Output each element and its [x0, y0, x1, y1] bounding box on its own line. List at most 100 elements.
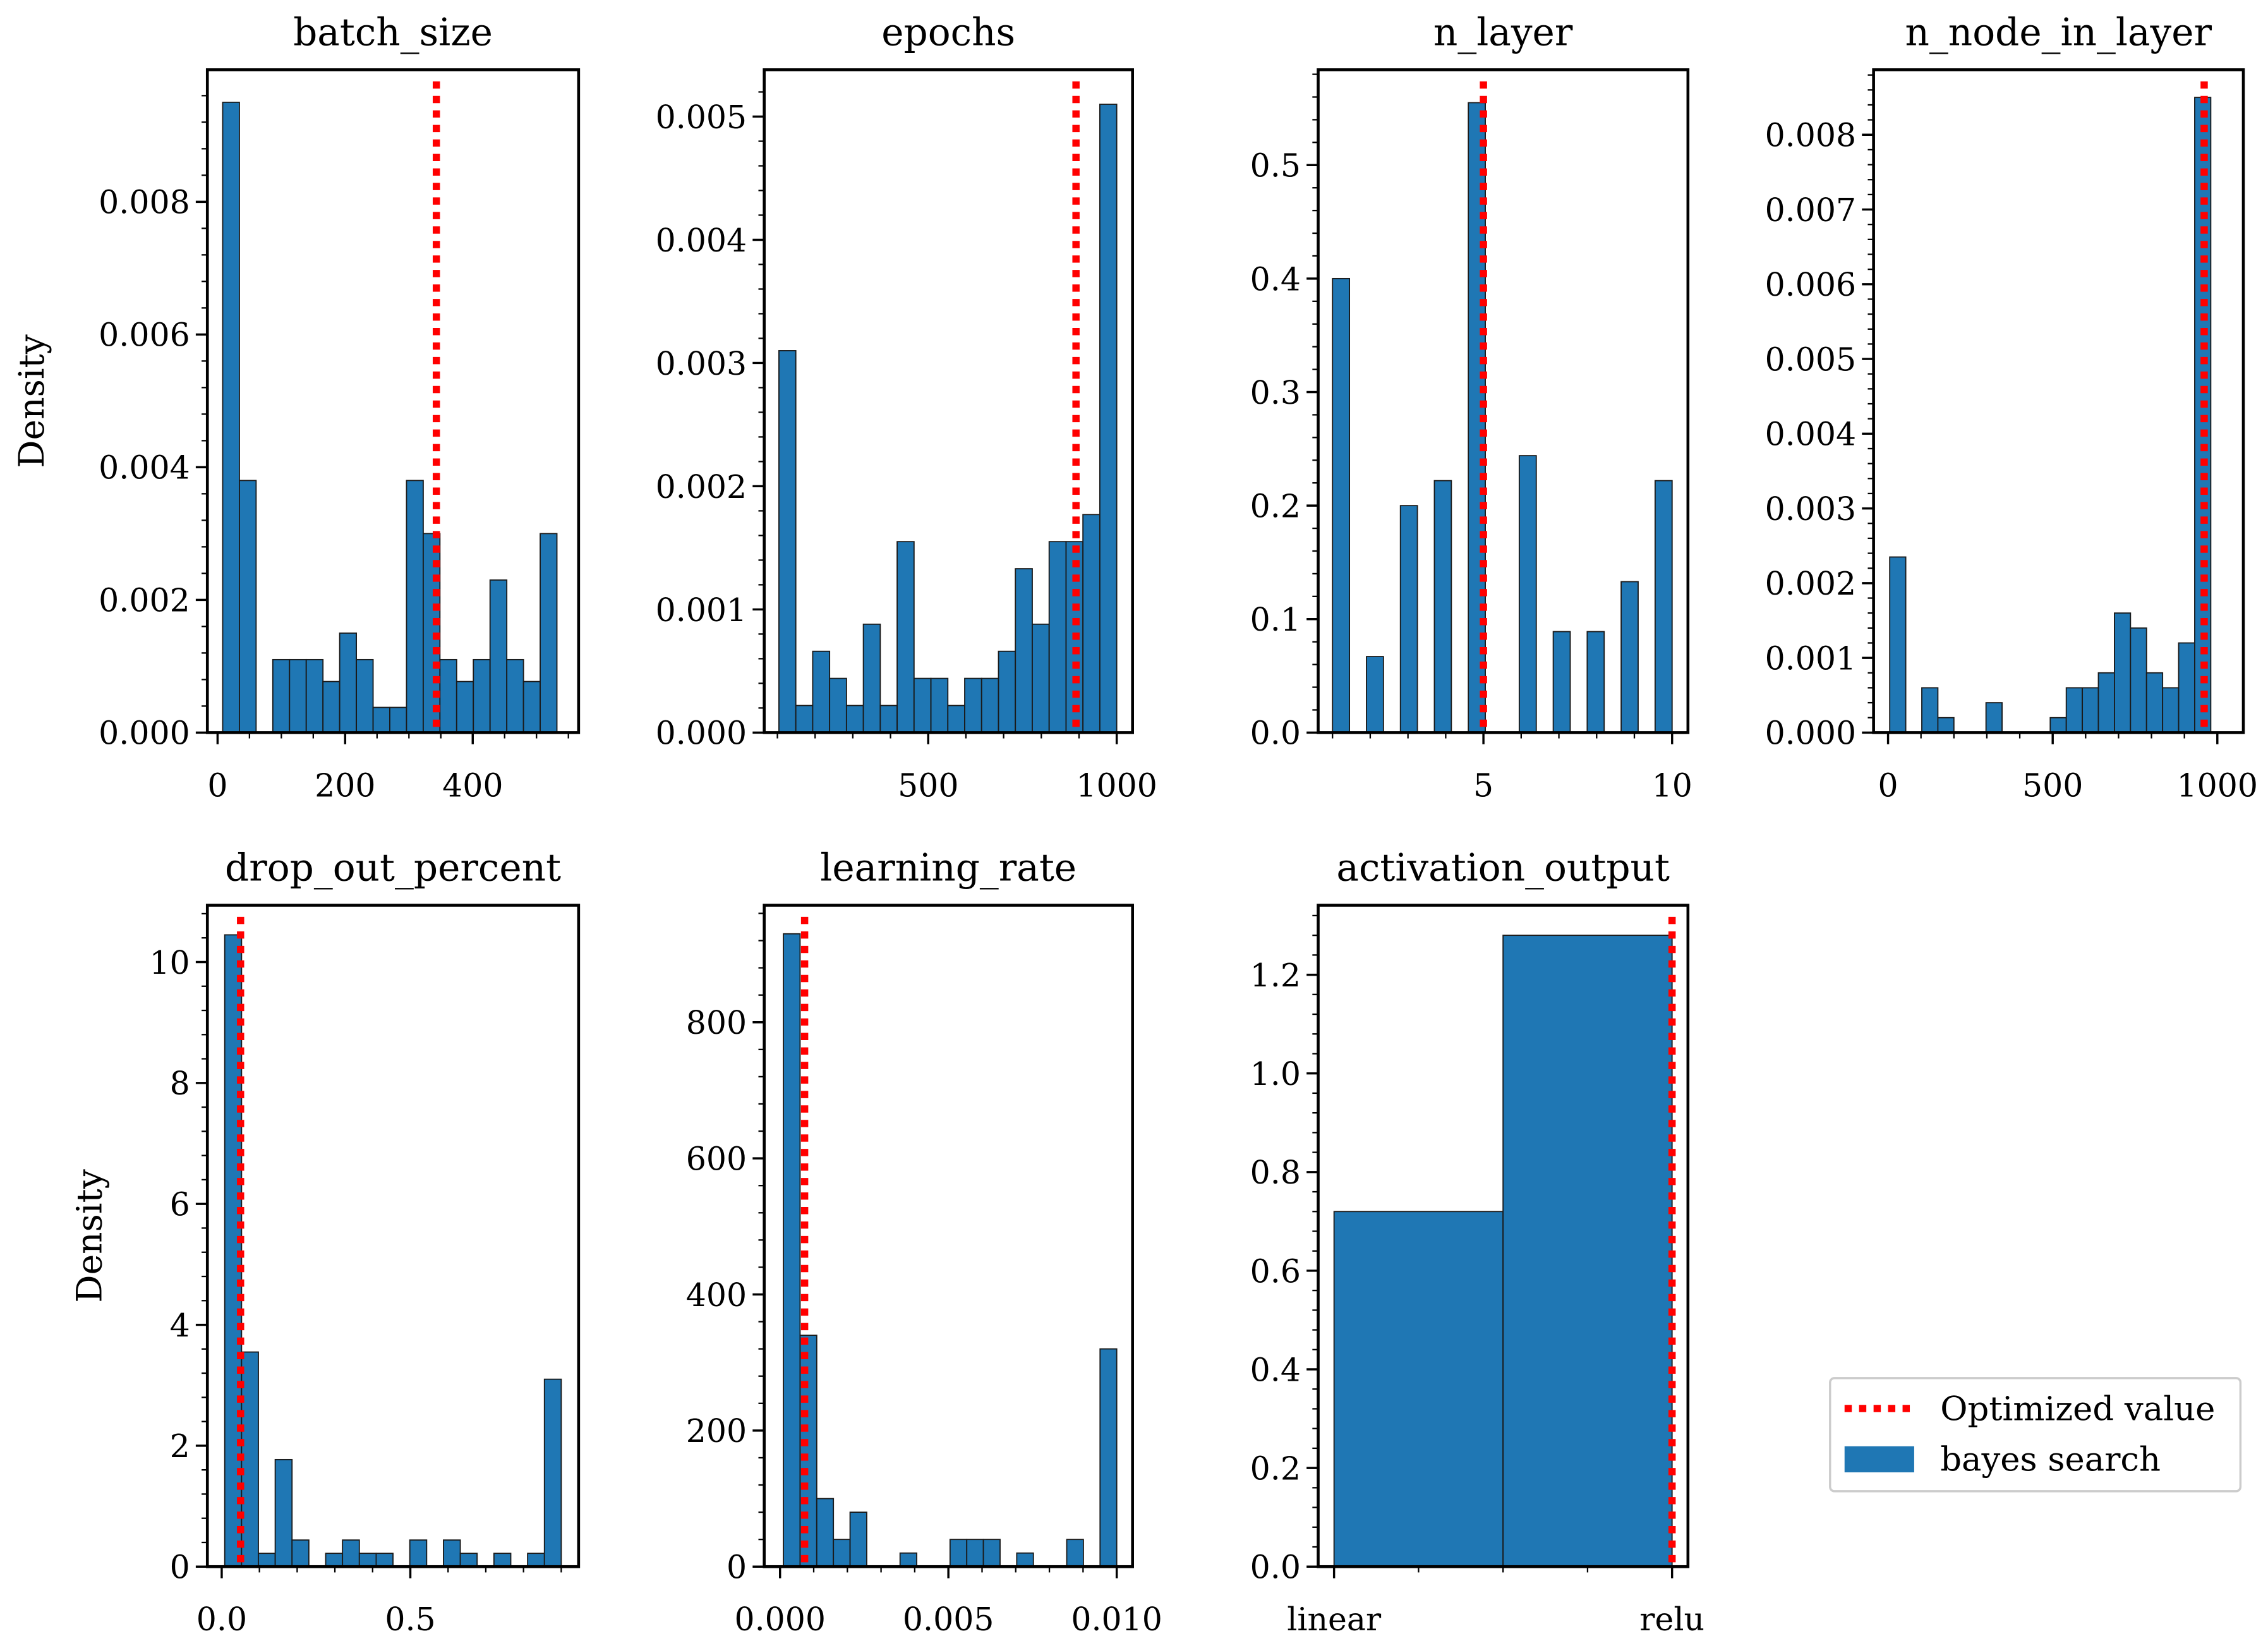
- axes-frame: [763, 904, 1134, 1568]
- histogram-bar: [1889, 556, 1907, 734]
- y-tick-label: 0.008: [1765, 117, 1857, 154]
- y-tick-label: 400: [686, 1276, 747, 1314]
- histogram-bar: [274, 1458, 293, 1568]
- y-tick-label: 0.1: [1250, 601, 1301, 638]
- histogram-bar: [1552, 631, 1571, 734]
- histogram-bar: [982, 1539, 1001, 1568]
- histogram-bar: [1433, 480, 1452, 734]
- histogram-bar: [1332, 277, 1351, 734]
- y-tick-label: 0.4: [1250, 260, 1301, 298]
- y-tick-label: 0: [727, 1549, 747, 1586]
- histogram-bar: [1099, 104, 1118, 734]
- y-tick-label: 0.004: [656, 222, 747, 259]
- histogram-bar: [1016, 1552, 1034, 1568]
- histogram-bar: [2145, 672, 2164, 734]
- histogram-bar: [2162, 687, 2180, 734]
- x-tick-label: 0: [207, 766, 227, 804]
- histogram-bar: [506, 658, 524, 734]
- histogram-bar: [527, 1553, 545, 1568]
- histogram-bar: [879, 705, 898, 734]
- y-tick-label: 0.6: [1250, 1252, 1301, 1290]
- y-tick-label: 0.2: [1250, 1450, 1301, 1487]
- y-tick-label: 0.002: [656, 468, 747, 506]
- y-tick-label: 0.0: [1250, 715, 1301, 752]
- histogram-bar: [258, 1553, 276, 1568]
- panel-learning-rate: 0 200 400 600 800 0.000 0.005 0.010 learning_rat…: [686, 847, 1162, 1639]
- y-tick-label: 0.001: [1765, 639, 1857, 677]
- x-tick-label: 500: [898, 766, 958, 804]
- histogram-bar: [291, 1539, 310, 1568]
- histogram-bar: [1099, 1348, 1118, 1568]
- histogram-bar: [1921, 687, 1939, 734]
- y-tick-label: 6: [170, 1186, 190, 1223]
- histogram-bar: [493, 1553, 512, 1568]
- histogram-bar: [241, 1351, 259, 1568]
- x-tick-label: 0.010: [1071, 1601, 1162, 1638]
- histogram-bar: [222, 101, 240, 734]
- legend-label-bayes: bayes search: [1940, 1441, 2161, 1479]
- histogram-bar: [406, 480, 424, 734]
- histogram-bar: [2065, 687, 2084, 734]
- legend-patch-swatch: [1844, 1446, 1914, 1473]
- histogram-bar: [2082, 687, 2099, 734]
- histogram-bar: [459, 1553, 478, 1568]
- histogram-bar: [239, 480, 257, 734]
- histogram-bar: [812, 650, 831, 734]
- legend: Optimized value bayes search: [1829, 1377, 2242, 1493]
- histogram-bar: [409, 1539, 428, 1568]
- histogram-bar: [455, 681, 474, 734]
- histogram-bar: [966, 1539, 984, 1568]
- histogram-bar: [1502, 935, 1673, 1568]
- x-tick-label: relu: [1639, 1601, 1704, 1638]
- histogram-bar: [342, 1539, 360, 1568]
- histogram-bar: [356, 658, 374, 734]
- y-tick-label: 10: [149, 944, 190, 981]
- x-tick-label: 400: [442, 766, 503, 804]
- y-tick-label: 0.002: [1765, 565, 1857, 602]
- y-tick-label: 8: [170, 1065, 190, 1102]
- histogram-bar: [543, 1378, 562, 1568]
- x-tick-label: 1000: [1076, 766, 1157, 804]
- histogram-bar: [849, 1512, 867, 1568]
- histogram-bar: [795, 705, 814, 734]
- panel-title: activation_output: [1336, 847, 1670, 890]
- x-tick-label: 200: [315, 766, 375, 804]
- y-tick-label: 0.004: [99, 449, 190, 487]
- histogram-bar: [325, 1553, 344, 1568]
- axes-frame: [763, 68, 1134, 734]
- y-axis-label: Density: [11, 334, 52, 468]
- histogram-bar: [2178, 642, 2195, 734]
- y-tick-label: 800: [686, 1004, 747, 1041]
- y-tick-label: 0.008: [99, 184, 190, 221]
- y-tick-label: 0.2: [1250, 488, 1301, 525]
- y-tick-label: 0.004: [1765, 416, 1857, 453]
- axes-frame: [1872, 68, 2245, 734]
- panel-batch-size: 0.000 0.002 0.004 0.006 0.008 0 200 400 batch_si…: [11, 11, 581, 804]
- panel-title: epochs: [881, 11, 1015, 54]
- panel-title: drop_out_percent: [225, 847, 561, 890]
- y-tick-label: 0.5: [1250, 147, 1301, 185]
- histogram-bar: [913, 677, 932, 734]
- y-tick-label: 0.001: [656, 591, 747, 629]
- histogram-bar: [1654, 480, 1673, 734]
- x-tick-label: 0.005: [903, 1601, 994, 1638]
- histogram-bar: [964, 677, 982, 734]
- y-tick-label: 0.000: [99, 715, 190, 752]
- y-tick-label: 600: [686, 1140, 747, 1177]
- histogram-bar: [896, 541, 915, 734]
- y-tick-label: 0.005: [656, 99, 747, 136]
- histogram-bar: [540, 533, 558, 734]
- y-axis-label: Density: [69, 1169, 110, 1302]
- histogram-bar: [473, 658, 491, 734]
- x-tick-label: 500: [2022, 766, 2083, 804]
- histogram-bar: [1399, 505, 1418, 734]
- y-tick-label: 1.2: [1250, 957, 1301, 994]
- panel-activation-output: 0.0 0.2 0.4 0.6 0.8 1.0 1.2 linear relu activatio…: [1250, 847, 1704, 1639]
- histogram-bar: [930, 677, 949, 734]
- y-tick-label: 0.0: [1250, 1549, 1301, 1586]
- histogram-bar: [322, 681, 341, 734]
- histogram-bar: [998, 650, 1016, 734]
- histogram-bar: [289, 658, 307, 734]
- x-tick-label: 0.0: [196, 1601, 247, 1638]
- histogram-bar: [1985, 702, 2003, 734]
